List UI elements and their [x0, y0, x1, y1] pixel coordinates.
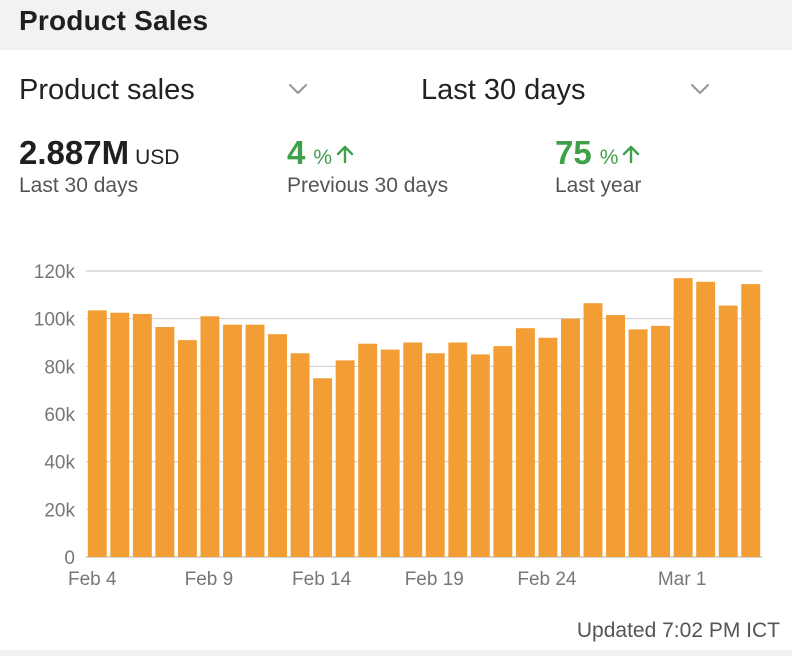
- previous-period-label: Previous 30 days: [287, 174, 449, 197]
- x-tick-label: Feb 14: [292, 569, 352, 590]
- bar[interactable]: [718, 305, 738, 557]
- bar[interactable]: [290, 353, 310, 557]
- bar[interactable]: [538, 337, 558, 557]
- bar[interactable]: [448, 342, 468, 558]
- bar[interactable]: [651, 325, 671, 557]
- previous-period-change: 4: [287, 134, 306, 171]
- bar[interactable]: [403, 342, 423, 558]
- x-tick-label: Feb 4: [68, 569, 117, 590]
- bar[interactable]: [470, 354, 490, 557]
- bar[interactable]: [87, 310, 107, 557]
- bar[interactable]: [110, 312, 130, 557]
- sales-bar-chart: 0 20k 40k 60k 80k 100k 120k Feb 4 Feb 9 Feb 14 Feb…: [34, 262, 762, 590]
- x-tick-label: Feb 19: [405, 569, 464, 590]
- bottom-divider: [0, 650, 792, 656]
- bar[interactable]: [628, 329, 648, 557]
- last-year-change: 75: [555, 134, 592, 171]
- y-tick-label: 80k: [44, 357, 75, 378]
- y-tick-label: 20k: [44, 500, 75, 521]
- y-tick-label: 120k: [34, 262, 76, 283]
- percent-unit: %: [599, 146, 619, 169]
- range-dropdown-label: Last 30 days: [421, 74, 586, 106]
- bar[interactable]: [425, 353, 445, 557]
- currency-unit: USD: [135, 146, 180, 169]
- bar[interactable]: [583, 303, 603, 557]
- arrow-up-icon: [336, 145, 354, 164]
- bar[interactable]: [132, 313, 152, 557]
- bar[interactable]: [313, 378, 333, 557]
- bar[interactable]: [155, 327, 175, 557]
- bar[interactable]: [177, 340, 197, 557]
- range-dropdown[interactable]: Last 30 days: [421, 72, 721, 112]
- bar[interactable]: [606, 315, 625, 557]
- x-tick-label: Feb 24: [517, 569, 577, 590]
- chevron-down-icon: [288, 83, 308, 95]
- bar[interactable]: [696, 281, 716, 557]
- bar[interactable]: [493, 346, 513, 557]
- y-tick-label: 40k: [44, 453, 75, 474]
- y-tick-label: 0: [64, 548, 75, 569]
- bar[interactable]: [223, 324, 242, 557]
- bar[interactable]: [741, 284, 761, 557]
- bar[interactable]: [245, 324, 265, 557]
- total-sales-value: 2.887M: [19, 134, 130, 171]
- bar[interactable]: [268, 334, 287, 557]
- bar[interactable]: [358, 343, 378, 557]
- updated-timestamp: Updated 7:02 PM ICT: [576, 619, 780, 642]
- bar[interactable]: [561, 318, 580, 557]
- header-bar: Product Sales: [0, 0, 792, 50]
- x-tick-label: Mar 1: [658, 569, 707, 590]
- metric-dropdown-label: Product sales: [19, 74, 195, 106]
- x-tick-label: Feb 9: [185, 569, 234, 590]
- percent-unit: %: [313, 146, 333, 169]
- y-tick-label: 60k: [44, 405, 75, 426]
- bar[interactable]: [200, 316, 220, 557]
- y-tick-label: 100k: [34, 310, 76, 331]
- chevron-down-icon: [690, 83, 710, 95]
- page-title: Product Sales: [19, 5, 209, 36]
- bar[interactable]: [515, 328, 535, 557]
- bar[interactable]: [380, 349, 400, 557]
- last-year-label: Last year: [555, 174, 642, 197]
- bar[interactable]: [335, 360, 355, 557]
- arrow-up-icon: [623, 145, 640, 164]
- total-sales-label: Last 30 days: [19, 174, 139, 197]
- metric-dropdown[interactable]: Product sales: [19, 72, 319, 112]
- bar[interactable]: [673, 278, 693, 557]
